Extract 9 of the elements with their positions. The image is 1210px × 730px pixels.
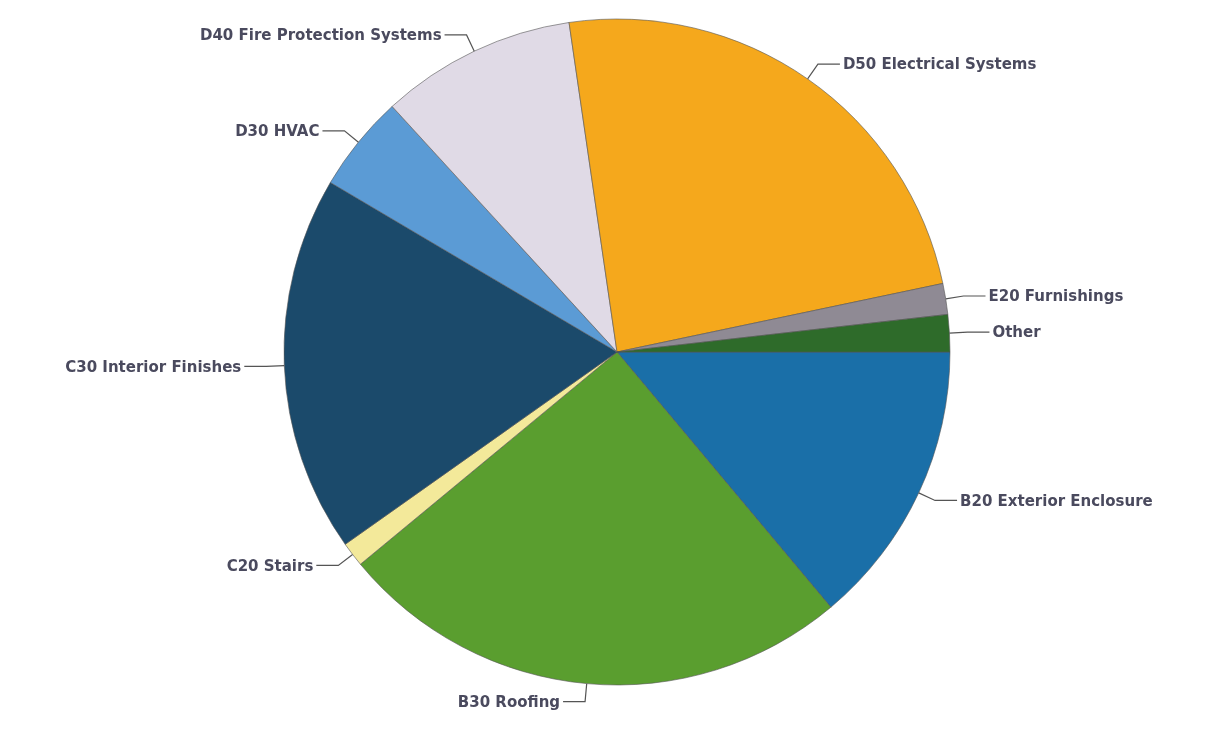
slice-label: C30 Interior Finishes (65, 357, 242, 376)
slice-label: D40 Fire Protection Systems (199, 26, 442, 45)
slice-label: C20 Stairs (226, 556, 314, 575)
slice-label: B30 Roofing (457, 692, 561, 711)
slice-label: D50 Electrical Systems (842, 55, 1037, 74)
slice-label: E20 Furnishings (988, 287, 1124, 306)
slice-label: B20 Exterior Enclosure (960, 491, 1153, 510)
slice-label: D30 HVAC (235, 122, 320, 141)
slice-label: Other (992, 323, 1042, 342)
